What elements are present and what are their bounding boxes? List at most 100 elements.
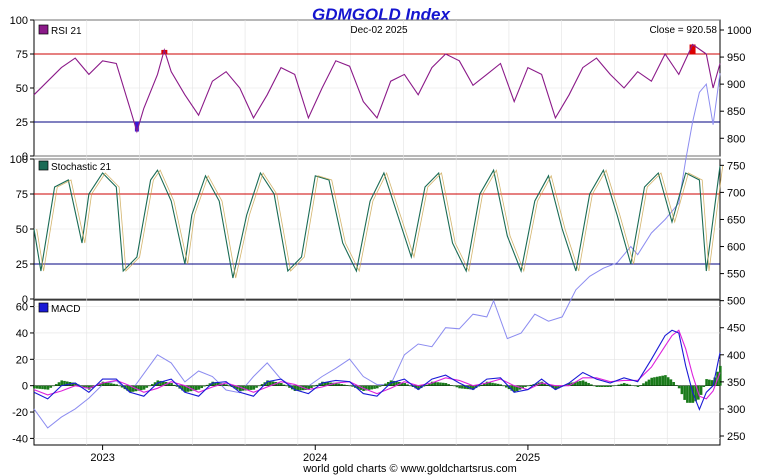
macd-histogram-bar: [666, 377, 670, 386]
macd-histogram-bar: [609, 385, 612, 387]
macd-histogram-bar: [343, 384, 346, 386]
macd-histogram-bar: [406, 384, 409, 386]
macd-histogram-bar: [444, 383, 448, 386]
macd-histogram-bar: [483, 383, 486, 386]
macd-histogram-bar: [710, 380, 714, 386]
macd-histogram-bar: [82, 385, 85, 387]
price-series-line: [33, 73, 721, 429]
macd-histogram-bar: [408, 385, 412, 387]
macd-histogram-bar: [642, 383, 645, 386]
macd-histogram-bar: [557, 385, 560, 389]
macd-histogram-bar: [321, 381, 324, 386]
macd-histogram-bar: [458, 385, 461, 389]
macd-histogram-bar: [356, 385, 360, 389]
right-axis-tick-label: 300: [727, 404, 745, 416]
macd-histogram-bar: [601, 385, 604, 387]
footer-credit: world gold charts © www.goldchartsrus.co…: [302, 463, 517, 475]
macd-histogram-bar: [167, 382, 171, 386]
macd-histogram-bar: [551, 385, 555, 389]
macd-histogram-bar: [450, 385, 453, 386]
macd-histogram-bar: [386, 381, 390, 386]
macd-histogram-bar: [282, 384, 286, 386]
macd-histogram-bar: [268, 380, 272, 386]
macd-histogram-bar: [52, 385, 55, 387]
rsi-legend-label: RSI 21: [51, 26, 82, 37]
macd-histogram-bar: [186, 385, 190, 392]
macd-histogram-bar: [680, 385, 684, 395]
rsi-oversold-fill: [134, 122, 139, 132]
macd-histogram-bar: [288, 385, 291, 388]
macd-histogram-bar: [109, 383, 113, 386]
macd-histogram-bar: [225, 384, 228, 386]
macd-histogram-bar: [491, 382, 494, 386]
macd-histogram-bar: [417, 385, 420, 390]
macd-histogram-bar: [611, 385, 615, 387]
macd-histogram-bar: [200, 385, 203, 389]
macd-histogram-bar: [211, 381, 214, 386]
macd-histogram-bar: [708, 379, 711, 386]
macd-histogram-bar: [153, 382, 157, 386]
macd-histogram-bar: [43, 385, 47, 390]
macd-histogram-bar: [477, 385, 481, 387]
macd-histogram-bar: [381, 385, 385, 386]
macd-histogram-bar: [633, 385, 637, 387]
macd-histogram-bar: [359, 385, 363, 390]
macd-histogram-bar: [713, 377, 717, 386]
macd-histogram-bar: [216, 382, 220, 386]
rsi-legend-swatch: [38, 24, 49, 35]
indicator-series-layer: [33, 43, 724, 411]
x-axis-label: 2024: [303, 452, 327, 464]
macd-histogram-bar: [161, 381, 165, 386]
macd-histogram-bar: [620, 383, 623, 386]
macd-histogram-bar: [436, 382, 439, 386]
macd-histogram-bar: [540, 381, 544, 386]
left-axis-tick-label: 0: [22, 151, 28, 163]
macd-histogram-bar: [694, 385, 697, 402]
left-axis-tick-label: 40: [16, 328, 28, 340]
stochastic-signal-line: [36, 165, 724, 279]
macd-histogram-bar: [576, 381, 579, 386]
macd-histogram-bar: [145, 385, 149, 388]
macd-histogram-bar: [107, 382, 110, 386]
macd-histogram-bar: [598, 385, 601, 387]
macd-histogram-bar: [137, 385, 140, 391]
macd-histogram-bar: [203, 385, 206, 387]
macd-series-line: [33, 329, 721, 411]
close-label: Close = 920.58: [649, 25, 717, 36]
rsi-overbought-fill: [161, 49, 168, 54]
macd-histogram-bar: [699, 385, 703, 395]
stochastic-legend-label: Stochastic 21: [51, 162, 111, 173]
macd-histogram-bar: [244, 385, 247, 391]
macd-histogram-bar: [414, 385, 418, 389]
macd-histogram-bar: [614, 385, 618, 386]
macd-histogram-bar: [658, 376, 662, 386]
right-axis-tick-label: 400: [727, 350, 745, 362]
macd-histogram-bar: [515, 385, 519, 391]
macd-histogram-bar: [247, 385, 250, 391]
left-axis-tick-label: 100: [10, 15, 28, 27]
macd-histogram-bar: [365, 385, 368, 391]
left-axis-tick-label: -40: [12, 433, 28, 445]
macd-histogram-bar: [622, 383, 626, 386]
left-axis-tick-label: 75: [16, 189, 28, 201]
macd-histogram-bar: [323, 381, 327, 386]
right-axis-tick-label: 350: [727, 377, 745, 389]
right-axis-tick-label: 500: [727, 296, 745, 308]
macd-histogram-bar: [592, 385, 596, 387]
macd-histogram-bar: [439, 382, 442, 386]
macd-histogram-bar: [499, 384, 503, 386]
macd-histogram-bar: [485, 381, 489, 386]
macd-histogram-bar: [647, 379, 651, 386]
macd-histogram-bar: [205, 384, 209, 386]
stochastic-series-line: [33, 165, 721, 279]
macd-histogram-bar: [208, 383, 212, 386]
macd-histogram-bar: [504, 385, 508, 388]
macd-histogram-bar: [345, 385, 349, 386]
left-axis-tick-label: 60: [16, 302, 28, 314]
macd-histogram-bar: [260, 384, 264, 386]
left-axis-tick-label: 0: [22, 294, 28, 306]
macd-histogram-bar: [252, 385, 256, 390]
macd-histogram-bar: [584, 381, 588, 386]
macd-histogram-bar: [472, 385, 475, 390]
macd-histogram-bar: [384, 383, 387, 386]
